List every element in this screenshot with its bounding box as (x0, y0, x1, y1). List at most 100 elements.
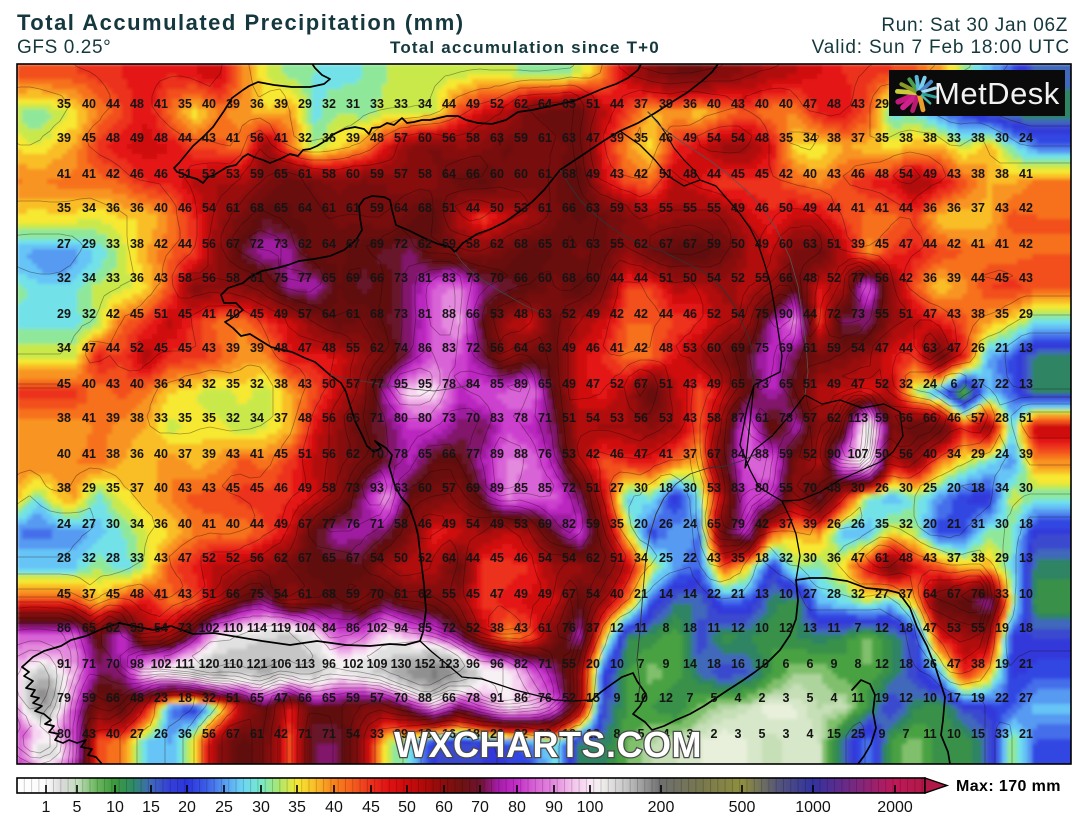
svg-text:54: 54 (562, 551, 576, 565)
svg-text:43: 43 (514, 621, 528, 635)
svg-text:36: 36 (322, 131, 336, 145)
svg-text:44: 44 (178, 237, 192, 251)
svg-text:61: 61 (346, 201, 360, 215)
svg-text:40: 40 (325, 799, 343, 816)
svg-text:4: 4 (735, 691, 742, 705)
svg-text:49: 49 (755, 237, 769, 251)
svg-text:37: 37 (851, 131, 865, 145)
svg-text:61: 61 (250, 727, 264, 741)
svg-text:57: 57 (442, 481, 456, 495)
svg-text:29: 29 (1019, 307, 1033, 321)
svg-text:43: 43 (154, 551, 168, 565)
svg-text:54: 54 (707, 131, 721, 145)
svg-text:1: 1 (42, 799, 51, 816)
svg-text:73: 73 (442, 411, 456, 425)
svg-text:65: 65 (731, 377, 745, 391)
svg-text:37: 37 (971, 201, 985, 215)
svg-text:38: 38 (899, 131, 913, 145)
svg-text:65: 65 (707, 517, 721, 531)
svg-text:34: 34 (634, 551, 648, 565)
svg-text:61: 61 (322, 201, 336, 215)
svg-text:26: 26 (659, 517, 673, 531)
svg-text:5: 5 (638, 727, 645, 741)
svg-text:45: 45 (490, 551, 504, 565)
svg-text:60: 60 (586, 271, 600, 285)
svg-text:57: 57 (394, 131, 408, 145)
svg-text:49: 49 (490, 517, 504, 531)
svg-text:35: 35 (731, 551, 745, 565)
svg-text:78: 78 (442, 377, 456, 391)
svg-text:16: 16 (442, 727, 456, 741)
svg-text:12: 12 (875, 621, 889, 635)
svg-text:20: 20 (923, 517, 937, 531)
svg-text:76: 76 (346, 517, 360, 531)
svg-text:87: 87 (731, 411, 745, 425)
svg-text:33: 33 (370, 97, 384, 111)
svg-text:58: 58 (418, 167, 432, 181)
svg-text:52: 52 (490, 97, 504, 111)
svg-text:66: 66 (442, 447, 456, 461)
svg-text:24: 24 (995, 447, 1009, 461)
svg-text:29: 29 (971, 447, 985, 461)
svg-text:52: 52 (202, 551, 216, 565)
svg-text:35: 35 (610, 517, 624, 531)
svg-text:41: 41 (610, 341, 624, 355)
svg-text:85: 85 (538, 481, 552, 495)
svg-text:51: 51 (659, 271, 673, 285)
svg-text:38: 38 (490, 621, 504, 635)
svg-text:65: 65 (418, 447, 432, 461)
svg-text:18: 18 (1019, 621, 1033, 635)
svg-text:34: 34 (130, 517, 144, 531)
svg-text:67: 67 (707, 447, 721, 461)
svg-text:40: 40 (106, 727, 120, 741)
svg-text:30: 30 (899, 481, 913, 495)
svg-text:32: 32 (57, 271, 71, 285)
svg-text:11: 11 (923, 727, 936, 741)
svg-text:36: 36 (106, 201, 120, 215)
svg-text:33: 33 (394, 97, 408, 111)
svg-text:83: 83 (731, 481, 745, 495)
svg-text:67: 67 (659, 237, 673, 251)
svg-text:48: 48 (298, 411, 312, 425)
svg-text:34: 34 (418, 97, 432, 111)
svg-text:42: 42 (610, 307, 624, 321)
svg-text:52: 52 (610, 377, 624, 391)
svg-text:37: 37 (130, 481, 144, 495)
svg-text:21: 21 (634, 587, 648, 601)
svg-text:35: 35 (226, 377, 240, 391)
svg-text:30: 30 (634, 481, 648, 495)
svg-text:68: 68 (562, 167, 576, 181)
svg-text:29: 29 (538, 727, 552, 741)
svg-text:78: 78 (779, 411, 793, 425)
svg-text:39: 39 (226, 97, 240, 111)
svg-text:67: 67 (947, 587, 961, 601)
svg-text:65: 65 (322, 551, 336, 565)
svg-text:46: 46 (586, 341, 600, 355)
svg-text:36: 36 (250, 97, 264, 111)
svg-text:56: 56 (250, 131, 264, 145)
svg-text:49: 49 (707, 377, 721, 391)
svg-text:68: 68 (418, 201, 432, 215)
svg-text:57: 57 (803, 411, 817, 425)
svg-text:51: 51 (442, 201, 456, 215)
svg-text:59: 59 (610, 201, 624, 215)
svg-text:81: 81 (418, 271, 432, 285)
svg-text:73: 73 (851, 307, 865, 321)
svg-text:7: 7 (638, 657, 645, 671)
svg-text:20: 20 (586, 657, 600, 671)
svg-text:38: 38 (130, 237, 144, 251)
svg-text:34: 34 (947, 447, 961, 461)
svg-text:34: 34 (82, 201, 96, 215)
svg-text:33: 33 (995, 727, 1009, 741)
svg-text:55: 55 (610, 237, 624, 251)
svg-text:WXCHARTS.COM: WXCHARTS.COM (394, 724, 702, 765)
svg-text:49: 49 (827, 377, 841, 391)
svg-text:29: 29 (298, 97, 312, 111)
svg-text:13: 13 (803, 621, 817, 635)
svg-text:47: 47 (923, 307, 937, 321)
svg-text:42: 42 (634, 341, 648, 355)
svg-text:52: 52 (731, 271, 745, 285)
svg-text:34: 34 (82, 271, 96, 285)
svg-text:64: 64 (298, 201, 312, 215)
svg-text:47: 47 (851, 551, 865, 565)
